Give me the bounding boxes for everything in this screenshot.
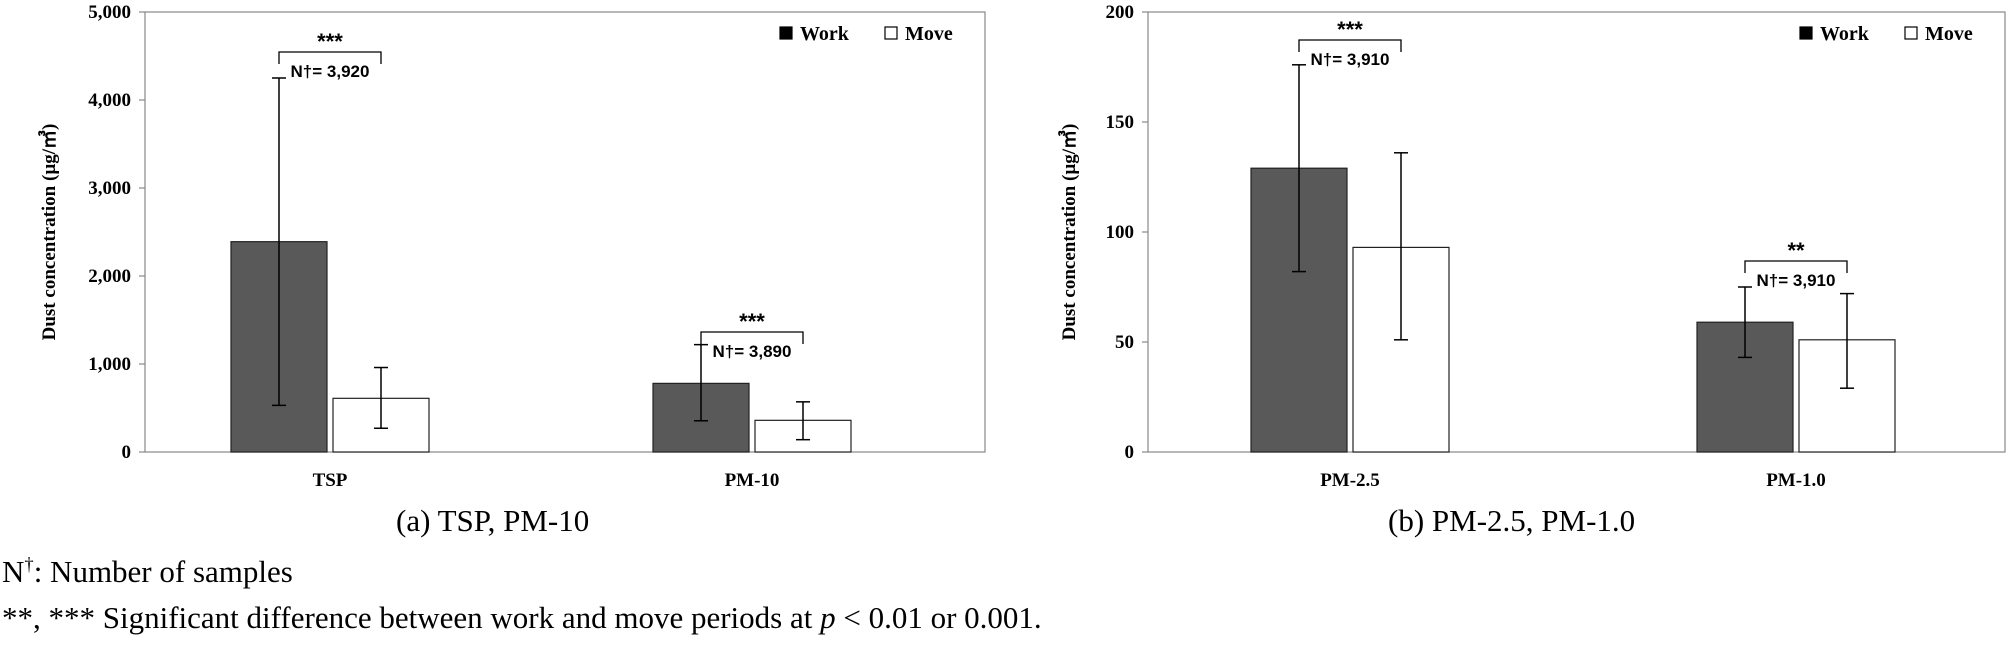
- y-tick-label: 4,000: [88, 90, 131, 111]
- sample-count-label: N†= 3,910: [1311, 50, 1390, 69]
- x-category-label: PM-10: [725, 470, 780, 491]
- y-tick-label: 3,000: [88, 178, 131, 199]
- legend-swatch-work: [779, 26, 793, 40]
- chart-panel-b: 0 50 100 150 200 Dust concentration (µg/㎥) PM-…: [1057, 2, 2006, 491]
- footnote-sig-text: **, *** Significant difference between w…: [2, 600, 821, 635]
- x-category-label: PM-2.5: [1320, 470, 1380, 491]
- footnote-significance: **, *** Significant difference between w…: [2, 600, 1042, 636]
- y-tick-label: 50: [1115, 332, 1134, 353]
- y-tick-label: 150: [1106, 112, 1135, 133]
- legend-label-move: Move: [905, 23, 953, 45]
- y-axis-label: Dust concentration (µg/㎥): [1057, 124, 1080, 341]
- footnote-n-samples: N†: Number of samples: [2, 554, 293, 590]
- y-tick-label: 0: [1125, 442, 1135, 463]
- legend-swatch-move: [884, 26, 898, 40]
- y-tick-label: 200: [1106, 2, 1135, 23]
- significance-bracket: [700, 331, 804, 344]
- x-category-label: PM-1.0: [1766, 470, 1826, 491]
- y-tick-label: 2,000: [88, 266, 131, 287]
- legend-swatch-move: [1904, 26, 1918, 40]
- caption-a: (a) TSP, PM-10: [396, 503, 590, 538]
- y-tick-label: 0: [122, 442, 132, 463]
- footnote-n-text: : Number of samples: [33, 554, 293, 589]
- caption-b: (b) PM-2.5, PM-1.0: [1388, 503, 1636, 538]
- footnote-p: p: [820, 600, 836, 635]
- x-category-label: TSP: [313, 470, 348, 491]
- chart-panel-a: 0 1,000 2,000 3,000 4,000 5,000 Dust concentra…: [37, 2, 986, 491]
- footnote-n-symbol: N: [2, 554, 25, 589]
- footnote-dagger: †: [24, 554, 34, 576]
- sample-count-label: N†= 3,910: [1757, 271, 1836, 290]
- significance-bracket: [1298, 39, 1402, 52]
- legend-label-move: Move: [1925, 23, 1973, 45]
- legend-label-work: Work: [800, 23, 850, 45]
- significance-stars: ***: [317, 29, 343, 54]
- legend-swatch-work: [1799, 26, 1813, 40]
- sample-count-label: N†= 3,890: [713, 342, 792, 361]
- sample-count-label: N†= 3,920: [291, 62, 370, 81]
- y-axis-label: Dust concentration (µg/㎥): [37, 124, 60, 341]
- legend-label-work: Work: [1820, 23, 1870, 45]
- footnote-sig-text-after: < 0.01 or 0.001.: [835, 600, 1042, 635]
- y-tick-label: 100: [1106, 222, 1135, 243]
- y-tick-label: 1,000: [88, 354, 131, 375]
- significance-bracket: [1744, 260, 1848, 273]
- plot-frame: [144, 11, 986, 453]
- y-tick-label: 5,000: [88, 2, 131, 23]
- significance-stars: ***: [739, 309, 765, 334]
- significance-bracket: [278, 51, 382, 64]
- significance-stars: **: [1787, 238, 1805, 263]
- significance-stars: ***: [1337, 17, 1363, 42]
